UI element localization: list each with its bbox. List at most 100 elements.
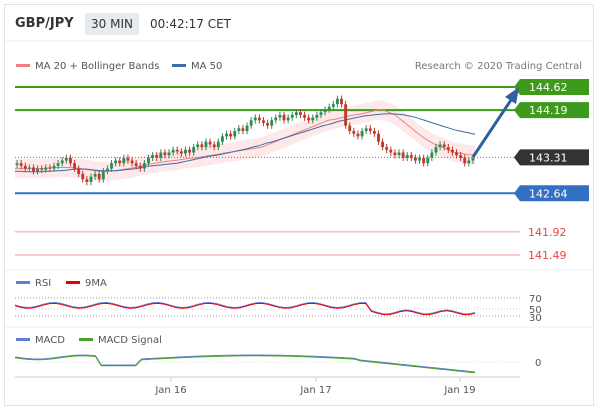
candle-body bbox=[220, 136, 224, 142]
candle-body bbox=[204, 141, 208, 148]
candle-body bbox=[311, 117, 315, 121]
candle-body bbox=[348, 125, 352, 132]
candle-body bbox=[262, 120, 265, 123]
ma50-legend-swatch bbox=[172, 64, 186, 67]
candle-body bbox=[122, 157, 126, 164]
macd-line bbox=[14, 354, 476, 373]
level-label-144.19: 144.19 bbox=[529, 104, 568, 117]
current-price-label: 143.31 bbox=[529, 151, 568, 164]
candle-body bbox=[241, 128, 245, 132]
level-label-141.49: 141.49 bbox=[528, 249, 567, 262]
candle-body bbox=[32, 167, 35, 172]
candle-body bbox=[192, 147, 196, 153]
current-price-tag bbox=[514, 149, 589, 166]
candle-body bbox=[422, 157, 426, 164]
candle-body bbox=[364, 128, 368, 132]
candle-body bbox=[257, 117, 261, 121]
candle-body bbox=[69, 157, 72, 164]
candle-body bbox=[299, 112, 302, 115]
candle-body bbox=[286, 117, 290, 121]
ma9-legend-swatch bbox=[66, 281, 80, 284]
candle-body bbox=[401, 152, 405, 158]
candle-body bbox=[130, 160, 134, 164]
rsi-tick-30: 30 bbox=[529, 313, 542, 324]
candle-body bbox=[442, 144, 446, 148]
candle-body bbox=[110, 163, 113, 169]
candle-body bbox=[294, 112, 298, 115]
candlesticks bbox=[15, 95, 475, 186]
candle-body bbox=[40, 168, 44, 170]
level-label-141.92: 141.92 bbox=[528, 226, 567, 239]
level-tag-144.19 bbox=[514, 102, 589, 119]
ma50-legend-label: MA 50 bbox=[191, 61, 222, 72]
candle-body bbox=[36, 168, 40, 172]
projection-arrow-shaft bbox=[471, 96, 515, 158]
candle-body bbox=[323, 109, 327, 113]
ma20-legend-label: MA 20 + Bollinger Bands bbox=[35, 61, 159, 72]
macd-legend-label: MACD bbox=[35, 335, 65, 346]
candle-body bbox=[381, 141, 385, 148]
rsi-tick-70: 70 bbox=[529, 294, 542, 305]
price-levels bbox=[15, 86, 520, 256]
candle-body bbox=[446, 147, 450, 150]
rsi-lines bbox=[14, 302, 476, 316]
candle-body bbox=[216, 141, 220, 148]
candle-body bbox=[118, 160, 122, 164]
candle-body bbox=[356, 133, 360, 137]
rsi-legend-swatch bbox=[16, 281, 30, 284]
candle-body bbox=[105, 168, 109, 172]
level-labels: 144.62 144.19 143.31 142.64 141.92 141.49 bbox=[514, 79, 589, 262]
candle-body bbox=[188, 149, 191, 153]
candle-body bbox=[315, 114, 319, 118]
candle-body bbox=[196, 144, 200, 148]
candle-body bbox=[200, 144, 204, 148]
candle-body bbox=[19, 163, 23, 166]
rsi-line bbox=[14, 302, 476, 315]
candle-body bbox=[52, 165, 56, 169]
candle-body bbox=[282, 114, 286, 121]
candle-body bbox=[270, 120, 274, 126]
candle-body bbox=[385, 147, 389, 150]
candle-body bbox=[434, 147, 438, 153]
symbol-title: GBP/JPY bbox=[15, 16, 74, 31]
timeframe-badge[interactable]: 30 MIN bbox=[85, 13, 139, 35]
candle-body bbox=[467, 160, 471, 164]
candle-body bbox=[23, 165, 27, 169]
candle-body bbox=[377, 133, 380, 142]
candle-body bbox=[15, 163, 19, 165]
level-label-144.62: 144.62 bbox=[529, 81, 568, 94]
candle-body bbox=[155, 155, 159, 158]
candle-body bbox=[405, 155, 409, 158]
bollinger-band-fill bbox=[15, 99, 475, 181]
candle-body bbox=[249, 120, 253, 126]
level-tag-142.64 bbox=[514, 185, 589, 202]
candle-body bbox=[278, 114, 282, 118]
candle-body bbox=[27, 167, 31, 169]
candle-body bbox=[360, 131, 364, 137]
candle-body bbox=[97, 173, 101, 180]
candle-body bbox=[335, 98, 339, 105]
rsi-tick-50: 50 bbox=[529, 305, 542, 316]
macd-lines bbox=[14, 354, 476, 374]
macd-signal-line bbox=[14, 355, 476, 374]
candle-body bbox=[393, 152, 397, 156]
candle-body bbox=[93, 173, 97, 177]
macd-signal-legend-label: MACD Signal bbox=[98, 335, 162, 346]
x-tick-jan16: Jan 16 bbox=[154, 385, 186, 396]
macd-signal-legend-swatch bbox=[79, 338, 93, 341]
ma9-legend-label: 9MA bbox=[85, 278, 107, 289]
candle-body bbox=[48, 167, 52, 169]
candle-body bbox=[389, 149, 393, 153]
candle-body bbox=[85, 179, 89, 183]
candle-body bbox=[368, 128, 372, 132]
ma50-line bbox=[15, 113, 476, 173]
candle-body bbox=[212, 144, 216, 148]
macd-legend-swatch bbox=[16, 338, 30, 341]
candle-body bbox=[459, 155, 463, 158]
candle-body bbox=[344, 104, 348, 126]
candle-body bbox=[418, 157, 421, 161]
candle-body bbox=[77, 168, 81, 174]
candle-body bbox=[56, 163, 60, 166]
candle-body bbox=[81, 173, 85, 180]
candle-body bbox=[138, 165, 142, 169]
